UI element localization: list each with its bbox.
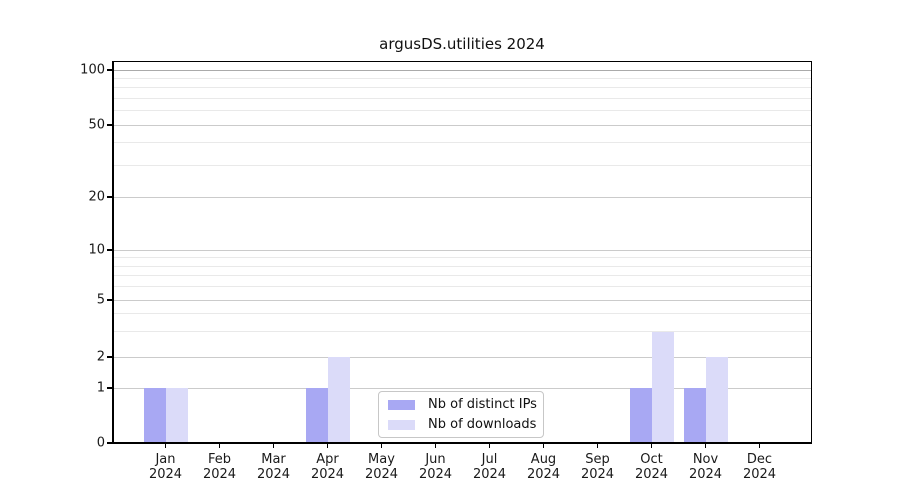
legend-label: Nb of distinct IPs — [428, 397, 537, 412]
y-tick-mark-5 — [107, 299, 112, 301]
x-tick-mark-jun — [434, 443, 437, 448]
x-tick-label-jul: Jul 2024 — [472, 452, 507, 482]
x-tick-mark-aug — [542, 443, 545, 448]
minor-gridline-90 — [113, 77, 811, 79]
bar-nov-downloads — [705, 357, 728, 443]
major-gridline-100 — [113, 69, 811, 71]
x-tick-label-may: May 2024 — [364, 452, 399, 482]
bars-layer — [113, 62, 811, 443]
x-tick-mark-jan — [164, 443, 167, 448]
x-tick-label-feb: Feb 2024 — [202, 452, 237, 482]
y-tick-label-2: 2 — [96, 349, 105, 365]
minor-gridline-7 — [113, 275, 811, 277]
y-tick-label-20: 20 — [88, 189, 105, 205]
bar-apr-distinct-ips — [305, 388, 328, 443]
x-tick-label-jan: Jan 2024 — [148, 452, 183, 482]
x-tick-mark-feb — [218, 443, 221, 448]
y-tick-mark-10 — [107, 249, 112, 251]
minor-gridline-3 — [113, 331, 811, 333]
bottom-spine — [112, 442, 812, 444]
y-tick-label-10: 10 — [88, 242, 105, 258]
right-spine — [810, 60, 812, 444]
bar-apr-downloads — [327, 357, 350, 443]
minor-gridline-60 — [113, 110, 811, 112]
minor-gridline-30 — [113, 164, 811, 166]
x-tick-mark-nov — [704, 443, 707, 448]
major-gridline-2 — [113, 356, 811, 358]
x-tick-label-jun: Jun 2024 — [418, 452, 453, 482]
bar-nov-distinct-ips — [683, 388, 706, 443]
x-tick-mark-may — [380, 443, 383, 448]
left-spine — [112, 60, 114, 444]
x-tick-mark-jul — [488, 443, 491, 448]
y-tick-mark-20 — [107, 196, 112, 198]
legend-swatch-icon — [388, 399, 415, 410]
x-tick-label-dec: Dec 2024 — [742, 452, 777, 482]
major-gridline-10 — [113, 249, 811, 251]
legend: Nb of distinct IPs Nb of downloads — [378, 391, 544, 438]
minor-gridline-9 — [113, 257, 811, 259]
legend-label: Nb of downloads — [428, 417, 537, 432]
y-tick-label-5: 5 — [96, 292, 105, 308]
gridlines-layer — [113, 62, 811, 443]
x-tick-mark-oct — [650, 443, 653, 448]
x-tick-label-oct: Oct 2024 — [634, 452, 669, 482]
x-tick-label-apr: Apr 2024 — [310, 452, 345, 482]
y-tick-mark-50 — [107, 124, 112, 126]
y-tick-label-100: 100 — [80, 62, 105, 78]
bar-oct-distinct-ips — [629, 388, 652, 443]
y-tick-label-1: 1 — [96, 380, 105, 396]
x-tick-mark-apr — [326, 443, 329, 448]
major-gridline-1 — [113, 387, 811, 389]
x-tick-label-nov: Nov 2024 — [688, 452, 723, 482]
bar-jan-downloads — [165, 388, 188, 443]
major-gridline-20 — [113, 196, 811, 198]
y-tick-mark-0 — [107, 442, 112, 444]
x-tick-mark-dec — [758, 443, 761, 448]
x-tick-label-mar: Mar 2024 — [256, 452, 291, 482]
bar-jan-distinct-ips — [143, 388, 166, 443]
minor-gridline-80 — [113, 87, 811, 89]
top-spine — [112, 60, 812, 62]
y-tick-mark-2 — [107, 356, 112, 358]
y-tick-label-50: 50 — [88, 117, 105, 133]
major-gridline-5 — [113, 299, 811, 301]
legend-row-1: Nb of downloads — [388, 417, 543, 432]
legend-row-0: Nb of distinct IPs — [388, 397, 543, 412]
minor-gridline-6 — [113, 286, 811, 288]
x-tick-mark-mar — [272, 443, 275, 448]
legend-swatch-icon — [388, 419, 415, 430]
minor-gridline-4 — [113, 313, 811, 315]
y-tick-label-0: 0 — [96, 435, 105, 451]
bar-oct-downloads — [651, 331, 674, 443]
x-tick-label-sep: Sep 2024 — [580, 452, 615, 482]
minor-gridline-8 — [113, 265, 811, 267]
chart-title: argusDS.utilities 2024 — [379, 35, 545, 53]
x-tick-mark-sep — [596, 443, 599, 448]
minor-gridline-40 — [113, 142, 811, 144]
major-gridline-50 — [113, 124, 811, 126]
y-tick-mark-100 — [107, 69, 112, 71]
minor-gridline-70 — [113, 97, 811, 99]
y-tick-mark-1 — [107, 387, 112, 389]
x-tick-label-aug: Aug 2024 — [526, 452, 561, 482]
